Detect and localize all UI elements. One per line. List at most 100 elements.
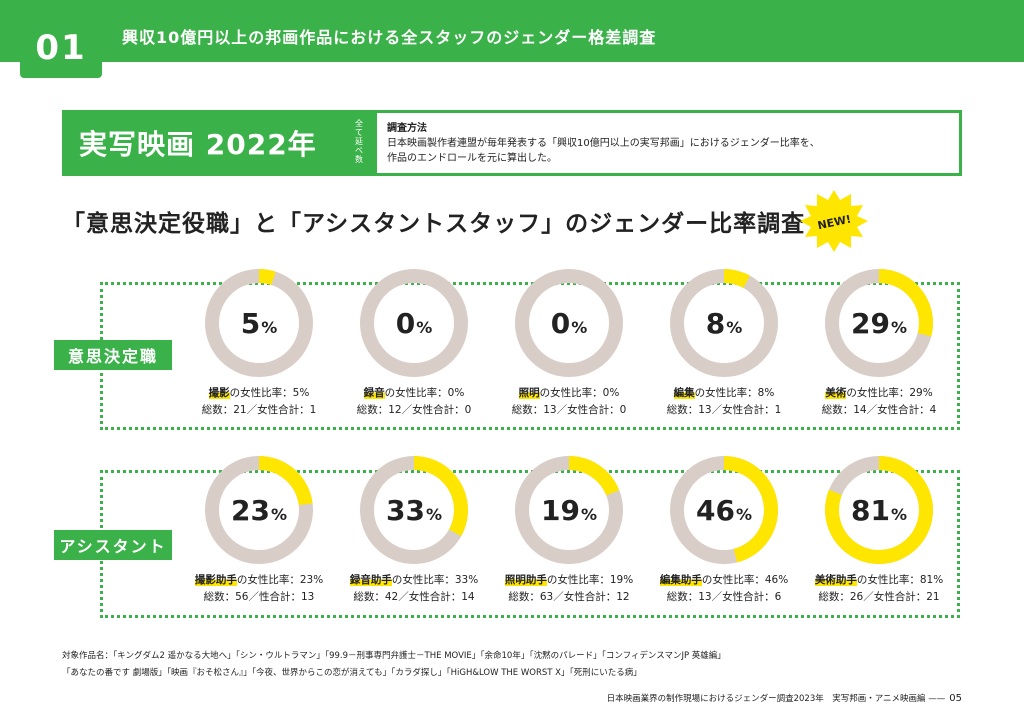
donut-chart [360,456,468,564]
donut-item-録音: 0% 録音の女性比率：0% 総数：12／女性合計：0 [339,268,489,418]
percent-label: 81% [824,455,934,565]
totals-line: 総数：12／女性合計：0 [356,404,472,416]
percent-symbol: % [416,317,433,337]
percent-value: 81 [851,493,890,527]
totals-line: 総数：26／女性合計：21 [818,591,940,603]
percent-value: 0 [395,306,416,340]
donut-item-美術: 29% 美術の女性比率：29% 総数：14／女性合計：4 [804,268,954,418]
percent-value: 23 [231,493,270,527]
role-name: 録音 [363,387,385,399]
title-sub: 全て延べ数 [355,119,363,164]
percent-value: 33 [386,493,425,527]
percent-value: 46 [696,493,735,527]
section-subtitle: 「意思決定役職」と「アシスタントスタッフ」のジェンダー比率調査 [62,211,806,237]
percent-symbol: % [726,317,743,337]
role-name: 照明助手 [504,574,547,586]
percent-label: 0% [359,268,469,378]
role-name: 編集助手 [659,574,702,586]
donut-item-照明助手: 19% 照明助手の女性比率：19% 総数：63／女性合計：12 [494,455,644,605]
role-name: 美術助手 [814,574,857,586]
female-ratio: の女性比率：19% [546,574,634,586]
row-label-assistant: アシスタント [54,530,172,560]
donut-item-美術助手: 81% 美術助手の女性比率：81% 総数：26／女性合計：21 [804,455,954,605]
female-ratio: の女性比率：81% [856,574,944,586]
method-heading: 調査方法 [387,123,427,134]
donut-female-share [205,456,313,564]
percent-value: 5 [240,306,261,340]
role-name: 照明 [518,387,540,399]
percent-symbol: % [571,317,588,337]
header-bar [0,0,1024,62]
female-ratio: の女性比率：46% [701,574,789,586]
report-name: 日本映画業界の制作現場におけるジェンダー調査2023年 実写邦画・アニメ映画編 … [606,694,946,704]
totals-line: 総数：21／女性合計：1 [201,404,317,416]
page-footer: 日本映画業界の制作現場におけるジェンダー調査2023年 実写邦画・アニメ映画編 … [607,692,962,704]
donut-female-share [825,269,933,377]
donut-item-編集助手: 46% 編集助手の女性比率：46% 総数：13／女性合計：6 [649,455,799,605]
donut-chart [515,456,623,564]
donut-item-編集: 8% 編集の女性比率：8% 総数：13／女性合計：1 [649,268,799,418]
percent-label: 29% [824,268,934,378]
works-line: 「あなたの番です 劇場版」「映画『おそ松さん』」「今夜、世界からこの恋が消えても… [62,668,642,678]
percent-symbol: % [580,504,597,524]
percent-label: 8% [669,268,779,378]
role-name: 美術 [825,387,847,399]
female-ratio: の女性比率：8% [694,387,775,399]
ratio-line: 照明助手の女性比率：19% [494,572,644,587]
donut-female-share [515,456,623,564]
female-ratio: の女性比率：29% [846,387,933,399]
percent-label: 46% [669,455,779,565]
ratio-line: 録音助手の女性比率：33% [339,572,489,587]
ratio-line: 撮影の女性比率：5% [184,385,334,400]
ratio-line: 編集助手の女性比率：46% [649,572,799,587]
female-ratio: の女性比率：0% [384,387,465,399]
ratio-line: 美術の女性比率：29% [804,385,954,400]
donut-chart [205,456,313,564]
totals-line: 総数：13／女性合計：0 [511,404,627,416]
donut-female-share [825,456,933,564]
percent-label: 23% [204,455,314,565]
percent-symbol: % [425,504,442,524]
section-title: 興収10億円以上の邦画作品における全スタッフのジェンダー格差調査 [122,28,657,47]
donut-chart [205,269,313,377]
donut-female-share [360,456,468,564]
donut-chart [360,269,468,377]
ratio-line: 録音の女性比率：0% [339,385,489,400]
ratio-line: 撮影助手の女性比率：23% [184,572,334,587]
title-banner: 実写映画 2022年 全て延べ数 [65,113,377,173]
donut-chart [515,269,623,377]
row-label-decision: 意思決定職 [54,340,172,370]
page-number: 05 [949,693,962,704]
percent-symbol: % [890,317,907,337]
role-name: 録音助手 [349,574,392,586]
donut-track [515,269,623,377]
donut-track [360,269,468,377]
ratio-line: 美術助手の女性比率：81% [804,572,954,587]
donut-chart [825,456,933,564]
donut-female-share [205,269,313,377]
ratio-line: 照明の女性比率：0% [494,385,644,400]
female-ratio: の女性比率：0% [539,387,620,399]
totals-line: 総数：13／女性合計：6 [666,591,782,603]
totals-line: 総数：42／女性合計：14 [353,591,475,603]
female-ratio: の女性比率：5% [229,387,310,399]
method-line: 日本映画製作者連盟が毎年発表する「興収10億円以上の実写邦画」におけるジェンダー… [387,138,820,149]
percent-symbol: % [735,504,752,524]
donut-female-share [670,269,778,377]
donut-item-照明: 0% 照明の女性比率：0% 総数：13／女性合計：0 [494,268,644,418]
donut-female-share [670,456,778,564]
donut-chart [825,269,933,377]
percent-value: 8 [705,306,726,340]
title-main: 実写映画 2022年 [79,128,317,161]
female-ratio: の女性比率：33% [391,574,479,586]
percent-label: 33% [359,455,469,565]
donut-item-録音助手: 33% 録音助手の女性比率：33% 総数：42／女性合計：14 [339,455,489,605]
target-works-note: 対象作品名：「キングダム2 遥かなる大地へ」「シン・ウルトラマン」「99.9－刑… [62,648,726,682]
donut-item-撮影助手: 23% 撮影助手の女性比率：23% 総数：56／性合計：13 [184,455,334,605]
percent-value: 29 [851,306,890,340]
role-name: 撮影助手 [194,574,237,586]
section-number: 01 [20,18,102,78]
donut-chart [670,269,778,377]
female-ratio: の女性比率：23% [236,574,324,586]
donut-chart [670,456,778,564]
